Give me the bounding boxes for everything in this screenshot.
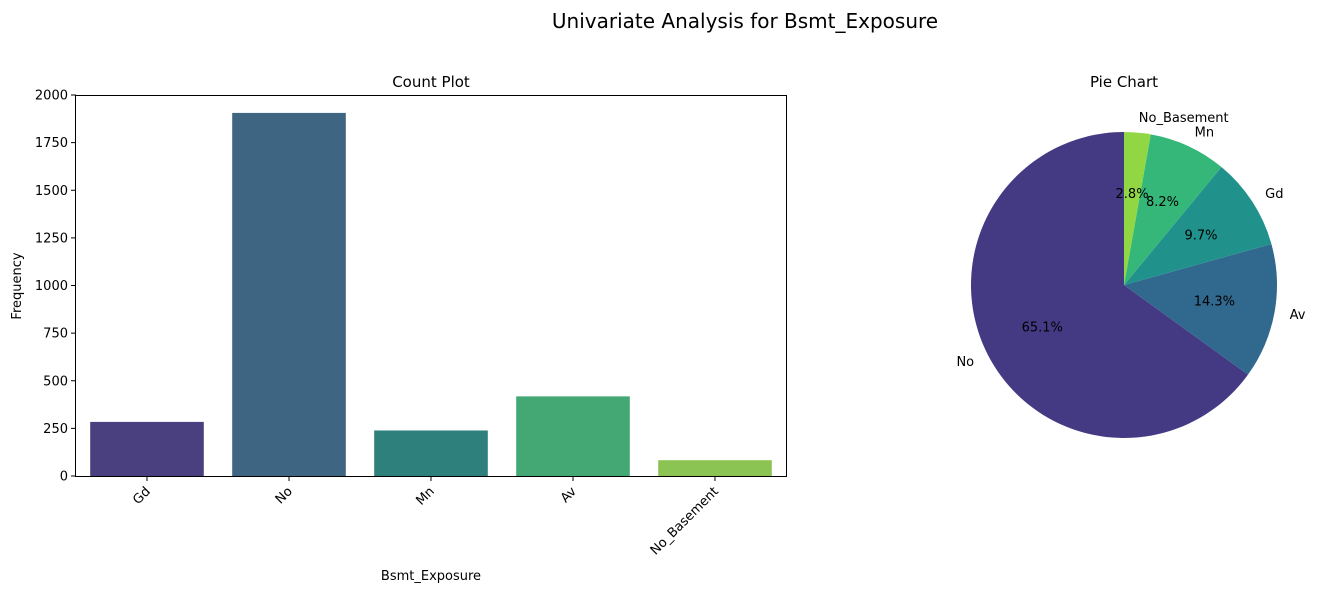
bar-no (232, 112, 346, 477)
pie-percent-label: 65.1% (1022, 320, 1063, 335)
pie-slices (970, 132, 1277, 438)
y-tick-label: 0 (60, 470, 68, 485)
x-tick-label: Av (558, 484, 580, 506)
y-tick-label: 500 (43, 374, 68, 389)
pie-chart-panel: Pie Chart No 65.1% Av 14.3% Gd 9.7% Mn 8.2% No_B… (956, 73, 1306, 438)
pie-percent-label: 14.3% (1194, 295, 1235, 310)
pie-percent-label: 8.2% (1146, 195, 1179, 210)
pie-percent-label: 9.7% (1184, 229, 1217, 244)
pie-slice-gd (1124, 167, 1272, 285)
y-tick-label: 1750 (35, 136, 68, 151)
bar-gd (90, 421, 204, 476)
pie-percent-label: 2.8% (1116, 187, 1149, 202)
pie-category-label: No (956, 355, 974, 370)
x-axis-label: Bsmt_Exposure (381, 569, 481, 584)
pie-category-label: Gd (1265, 187, 1283, 202)
y-axis-ticks: 0 250 500 750 1000 1250 1500 1750 2000 (35, 89, 76, 485)
bar-no-basement (658, 460, 772, 476)
pie-category-label: Mn (1195, 126, 1214, 141)
plot-area-frame (75, 95, 787, 477)
x-tick-label: No_Basement (648, 484, 722, 558)
pie-category-label: No_Basement (1139, 111, 1229, 126)
pie-chart-title: Pie Chart (1090, 73, 1158, 91)
bar-series (90, 112, 772, 477)
x-tick-label: Gd (130, 484, 154, 508)
pie-category-label: Av (1290, 308, 1306, 323)
y-tick-label: 2000 (35, 89, 68, 104)
y-tick-label: 250 (43, 422, 68, 437)
y-tick-label: 1500 (35, 184, 68, 199)
x-tick-label: Mn (413, 484, 437, 508)
pie-slice-no-basement (1124, 132, 1151, 285)
bar-mn (374, 430, 488, 476)
count-plot-title: Count Plot (392, 73, 470, 91)
pie-slice-no (970, 132, 1248, 438)
pie-labels: No 65.1% Av 14.3% Gd 9.7% Mn 8.2% No_Basement 2.8… (956, 111, 1305, 370)
y-axis-label: Frequency (10, 252, 25, 319)
pie-slice-mn (1124, 134, 1222, 285)
x-axis-ticks: Gd No Mn Av No_Basement (130, 476, 722, 558)
count-plot-panel: Count Plot 0 250 500 750 1000 1250 1500 1750 200… (10, 73, 787, 584)
pie-slice-av (1124, 243, 1277, 375)
figure-title: Univariate Analysis for Bsmt_Exposure (552, 9, 938, 33)
y-tick-label: 1250 (35, 231, 68, 246)
x-tick-label: No (273, 484, 296, 507)
bar-av (516, 396, 630, 476)
y-tick-label: 1000 (35, 279, 68, 294)
y-tick-label: 750 (43, 327, 68, 342)
